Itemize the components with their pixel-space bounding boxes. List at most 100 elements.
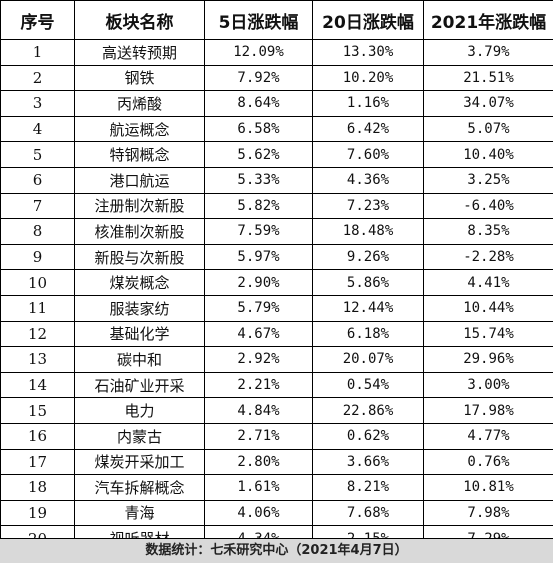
table-row: 10 煤炭概念 2.90% 5.86% 4.41% — [0, 269, 553, 296]
row-sector-name: 碳中和 — [74, 346, 205, 373]
row-2021-change: 3.79% — [423, 39, 553, 66]
row-5day-change: 2.21% — [204, 371, 313, 399]
row-sector-name: 新股与次新股 — [74, 243, 205, 271]
table-row: 13 碳中和 2.92% 20.07% 29.96% — [0, 346, 553, 373]
row-index: 12 — [0, 320, 75, 348]
row-2021-change: 3.25% — [423, 166, 553, 194]
row-index: 6 — [0, 166, 75, 194]
row-sector-name: 服装家纺 — [74, 294, 205, 322]
row-sector-name: 汽车拆解概念 — [74, 474, 205, 501]
row-5day-change: 5.79% — [204, 294, 313, 322]
row-sector-name: 基础化学 — [74, 320, 205, 348]
row-2021-change: 17.98% — [423, 397, 553, 424]
row-sector-name: 煤炭概念 — [74, 269, 205, 296]
row-20day-change: 6.42% — [312, 115, 424, 143]
row-5day-change: 5.97% — [204, 243, 313, 271]
row-20day-change: 7.68% — [312, 499, 424, 527]
row-2021-change: 29.96% — [423, 346, 553, 373]
row-20day-change: 13.30% — [312, 39, 424, 66]
row-2021-change: 10.81% — [423, 474, 553, 501]
header-row: 序号 板块名称 5日涨跌幅 20日涨跌幅 2021年涨跌幅 — [0, 0, 553, 40]
table-row: 9 新股与次新股 5.97% 9.26% -2.28% — [0, 243, 553, 271]
row-5day-change: 4.84% — [204, 397, 313, 424]
header-5day-change: 5日涨跌幅 — [204, 0, 313, 40]
row-sector-name: 钢铁 — [74, 64, 205, 92]
table-row: 14 石油矿业开采 2.21% 0.54% 3.00% — [0, 371, 553, 399]
row-20day-change: 10.20% — [312, 64, 424, 92]
table-row: 11 服装家纺 5.79% 12.44% 10.44% — [0, 294, 553, 322]
row-index: 17 — [0, 448, 75, 476]
row-sector-name: 煤炭开采加工 — [74, 448, 205, 476]
row-2021-change: -2.28% — [423, 243, 553, 271]
table-row: 12 基础化学 4.67% 6.18% 15.74% — [0, 320, 553, 348]
row-index: 10 — [0, 269, 75, 296]
row-5day-change: 2.71% — [204, 422, 313, 450]
row-sector-name: 电力 — [74, 397, 205, 424]
row-5day-change: 7.92% — [204, 64, 313, 92]
row-5day-change: 4.67% — [204, 320, 313, 348]
row-sector-name: 航运概念 — [74, 115, 205, 143]
header-20day-change: 20日涨跌幅 — [312, 0, 424, 40]
row-2021-change: 21.51% — [423, 64, 553, 92]
row-5day-change: 5.62% — [204, 141, 313, 168]
table-row: 16 内蒙古 2.71% 0.62% 4.77% — [0, 422, 553, 450]
row-2021-change: 10.44% — [423, 294, 553, 322]
row-2021-change: -6.40% — [423, 192, 553, 220]
row-5day-change: 2.80% — [204, 448, 313, 476]
table-row: 15 电力 4.84% 22.86% 17.98% — [0, 397, 553, 424]
row-index: 2 — [0, 64, 75, 92]
table-row: 1 高送转预期 12.09% 13.30% 3.79% — [0, 39, 553, 66]
row-sector-name: 核准制次新股 — [74, 218, 205, 245]
header-sector-name: 板块名称 — [74, 0, 205, 40]
row-index: 15 — [0, 397, 75, 424]
row-20day-change: 5.86% — [312, 269, 424, 296]
row-20day-change: 1.16% — [312, 90, 424, 117]
row-2021-change: 10.40% — [423, 141, 553, 168]
table-row: 8 核准制次新股 7.59% 18.48% 8.35% — [0, 218, 553, 245]
row-2021-change: 0.76% — [423, 448, 553, 476]
row-index: 5 — [0, 141, 75, 168]
row-20day-change: 6.18% — [312, 320, 424, 348]
row-2021-change: 15.74% — [423, 320, 553, 348]
row-sector-name: 石油矿业开采 — [74, 371, 205, 399]
row-20day-change: 7.23% — [312, 192, 424, 220]
table-body: 1 高送转预期 12.09% 13.30% 3.79% 2 钢铁 7.92% 10.20% 21.… — [0, 39, 553, 552]
row-sector-name: 内蒙古 — [74, 422, 205, 450]
row-5day-change: 4.06% — [204, 499, 313, 527]
row-2021-change: 34.07% — [423, 90, 553, 117]
row-20day-change: 0.62% — [312, 422, 424, 450]
row-sector-name: 青海 — [74, 499, 205, 527]
row-index: 11 — [0, 294, 75, 322]
row-index: 18 — [0, 474, 75, 501]
table-row: 2 钢铁 7.92% 10.20% 21.51% — [0, 64, 553, 92]
row-20day-change: 22.86% — [312, 397, 424, 424]
row-20day-change: 0.54% — [312, 371, 424, 399]
row-index: 8 — [0, 218, 75, 245]
row-20day-change: 7.60% — [312, 141, 424, 168]
row-20day-change: 4.36% — [312, 166, 424, 194]
row-sector-name: 特钢概念 — [74, 141, 205, 168]
table-row: 3 丙烯酸 8.64% 1.16% 34.07% — [0, 90, 553, 117]
row-sector-name: 注册制次新股 — [74, 192, 205, 220]
row-2021-change: 5.07% — [423, 115, 553, 143]
row-2021-change: 3.00% — [423, 371, 553, 399]
row-2021-change: 4.77% — [423, 422, 553, 450]
data-source-footer: 数据统计：七禾研究中心（2021年4月7日） — [0, 538, 553, 563]
row-5day-change: 5.82% — [204, 192, 313, 220]
row-20day-change: 3.66% — [312, 448, 424, 476]
table-row: 18 汽车拆解概念 1.61% 8.21% 10.81% — [0, 474, 553, 501]
row-index: 3 — [0, 90, 75, 117]
row-index: 14 — [0, 371, 75, 399]
row-5day-change: 1.61% — [204, 474, 313, 501]
table-row: 17 煤炭开采加工 2.80% 3.66% 0.76% — [0, 448, 553, 476]
row-index: 19 — [0, 499, 75, 527]
row-5day-change: 5.33% — [204, 166, 313, 194]
row-5day-change: 7.59% — [204, 218, 313, 245]
row-index: 13 — [0, 346, 75, 373]
row-20day-change: 20.07% — [312, 346, 424, 373]
table-row: 5 特钢概念 5.62% 7.60% 10.40% — [0, 141, 553, 168]
row-2021-change: 8.35% — [423, 218, 553, 245]
row-index: 16 — [0, 422, 75, 450]
table-row: 19 青海 4.06% 7.68% 7.98% — [0, 499, 553, 527]
